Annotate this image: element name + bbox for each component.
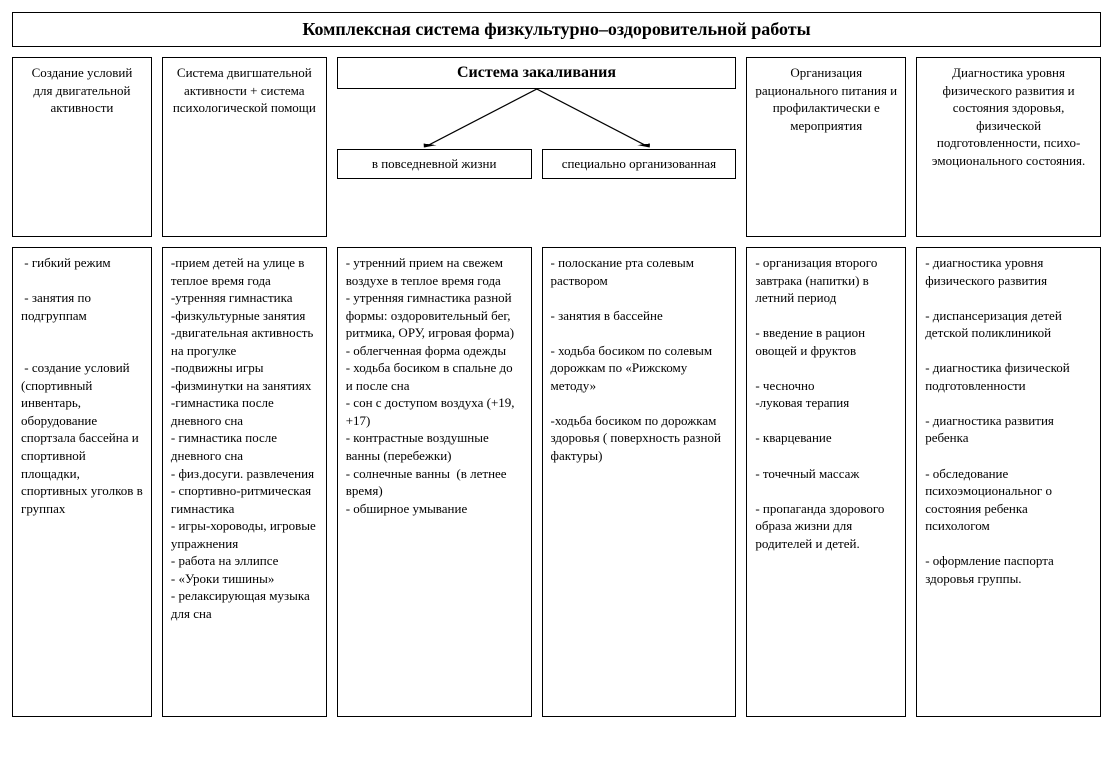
center-sub-2: специально организованная bbox=[542, 149, 737, 179]
body-col-3b: - полоскание рта солевым раствором - зан… bbox=[542, 247, 737, 717]
body-text-4: - организация второго завтрака (напитки)… bbox=[755, 254, 897, 552]
body-text-5: - диагностика уровня физического развити… bbox=[925, 254, 1092, 587]
header-col-1: Создание условий для двигательной активн… bbox=[12, 57, 152, 237]
page-title: Комплексная система физкультурно–оздоров… bbox=[12, 12, 1101, 47]
body-col-3a: - утренний прием на свежем воздухе в теп… bbox=[337, 247, 532, 717]
body-text-1: - гибкий режим - занятия по подгруппам -… bbox=[21, 254, 143, 517]
center-title: Система закаливания bbox=[337, 57, 737, 89]
body-col-4: - организация второго завтрака (напитки)… bbox=[746, 247, 906, 717]
center-sub-row: в повседневной жизни специально организо… bbox=[337, 149, 737, 179]
body-text-3a: - утренний прием на свежем воздухе в теп… bbox=[346, 254, 523, 517]
header-row: Создание условий для двигательной активн… bbox=[12, 57, 1101, 237]
header-center: Система закаливания в повседневной жизни… bbox=[337, 57, 737, 179]
body-text-2: -прием детей на улице в теплое время год… bbox=[171, 254, 318, 622]
center-sub-1: в повседневной жизни bbox=[337, 149, 532, 179]
header-col-4: Организация рационального питания и проф… bbox=[746, 57, 906, 237]
body-row: - гибкий режим - занятия по подгруппам -… bbox=[12, 247, 1101, 717]
tree-arrows bbox=[337, 89, 737, 149]
body-text-3b: - полоскание рта солевым раствором - зан… bbox=[551, 254, 728, 465]
header-col-2: Система двигшательной активности + систе… bbox=[162, 57, 327, 237]
header-col-5: Диагностика уровня физического развития … bbox=[916, 57, 1101, 237]
body-col-1: - гибкий режим - занятия по подгруппам -… bbox=[12, 247, 152, 717]
body-col-2: -прием детей на улице в теплое время год… bbox=[162, 247, 327, 717]
body-col-5: - диагностика уровня физического развити… bbox=[916, 247, 1101, 717]
